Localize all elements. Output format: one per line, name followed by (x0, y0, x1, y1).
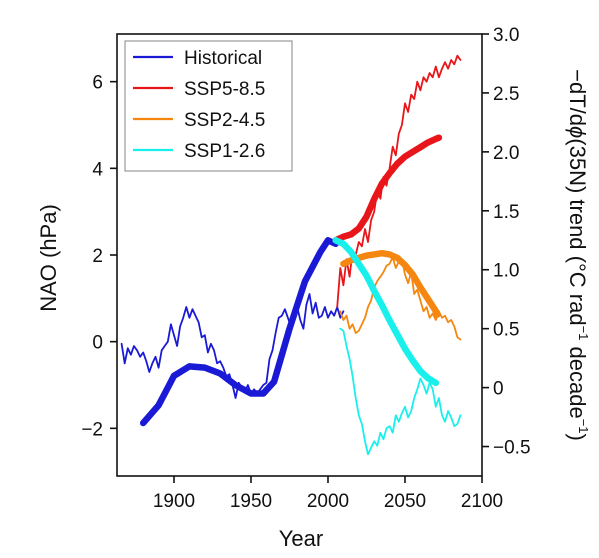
left-y-axis-title: NAO (hPa) (36, 204, 61, 312)
series-line-ssp5-8-5-thick-right (332, 134, 443, 244)
right-y-tick-label: 2.0 (493, 143, 519, 164)
right-y-axis-title-sup-1: −1 (576, 326, 591, 341)
x-tick-label: 2000 (307, 491, 349, 512)
right-y-axis-title-phi: ϕ (565, 126, 590, 138)
x-tick-label: 1950 (230, 491, 272, 512)
legend: Historical SSP5-8.5 SSP2-4.5 SSP1-2.6 (124, 40, 293, 172)
right-y-axis-title: −dT/dϕ(35N) trend (°C rad−1 decade−1) (565, 69, 591, 441)
right-y-axis-title-sup-2: −1 (576, 419, 591, 434)
x-tick-label: 2050 (384, 491, 426, 512)
right-y-axis-title-part-3: decade (565, 340, 590, 418)
x-axis: 1900 1950 2000 2050 2100 (153, 476, 503, 512)
series-line-ssp2-4-5-thick-right (340, 249, 441, 318)
right-y-tick-label: 2.5 (493, 84, 519, 105)
series-line-ssp1-2-6-thick-right (332, 237, 440, 387)
right-y-tick-label: 3.0 (493, 25, 519, 46)
left-y-tick-label: 0 (92, 333, 103, 354)
right-y-tick-label: 0.5 (493, 320, 519, 341)
left-y-tick-label: 6 (92, 73, 103, 94)
left-y-tick-label: 2 (92, 246, 103, 267)
series-line-ssp1-2-6-thin-left (339, 327, 462, 456)
x-axis-title: Year (279, 526, 323, 551)
right-y-tick-label: 1.5 (493, 202, 519, 223)
right-y-tick-label: −0.5 (493, 438, 531, 459)
left-y-tick-label: 4 (92, 159, 103, 180)
right-y-axis: 3.0 2.5 2.0 1.5 1.0 0.5 0 −0.5 (482, 25, 531, 459)
right-y-axis-title-part-2: (35N) trend (°C rad (565, 138, 590, 325)
legend-label-historical: Historical (184, 48, 262, 69)
legend-label-ssp5-8-5: SSP5-8.5 (184, 79, 265, 100)
right-y-axis-title-part-4: ) (565, 434, 590, 441)
right-y-tick-label: 1.0 (493, 261, 519, 282)
series-line-historical-thick-right (139, 237, 339, 427)
left-y-axis: 6 4 2 0 −2 (81, 73, 117, 440)
right-y-axis-title-part-1: −dT/d (565, 69, 590, 126)
legend-label-ssp1-2-6: SSP1-2.6 (184, 141, 265, 162)
series-line-ssp5-8-5-thin-left (336, 54, 462, 308)
x-tick-label: 2100 (461, 491, 503, 512)
legend-label-ssp2-4-5: SSP2-4.5 (184, 110, 265, 131)
left-y-tick-label: −2 (81, 419, 103, 440)
series-line-ssp2-4-5-thin-left (339, 256, 462, 341)
x-tick-label: 1900 (153, 491, 195, 512)
right-y-tick-label: 0 (493, 379, 504, 400)
chart-curves (120, 54, 462, 456)
